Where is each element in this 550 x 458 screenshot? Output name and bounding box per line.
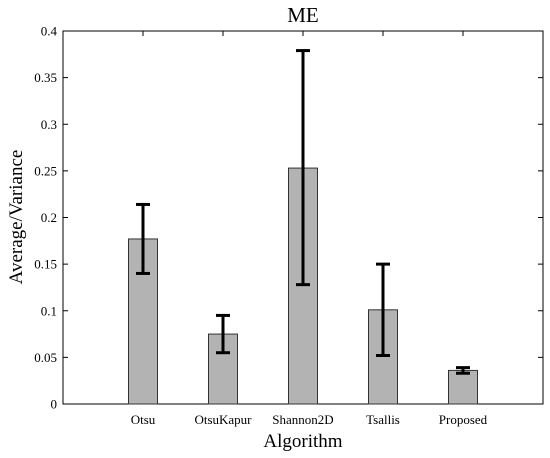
bar bbox=[448, 369, 478, 405]
y-axis: 0 0.05 0.1 0.15 0.2 0.25 0.3 0.35 0.4 bbox=[34, 24, 543, 412]
y-tick-label: 0 bbox=[51, 397, 58, 412]
y-axis-title: Average/Variance bbox=[6, 150, 27, 285]
x-tick-label: Tsallis bbox=[366, 412, 400, 427]
x-axis: Otsu OtsuKapur Shannon2D Tsallis Proposed bbox=[131, 31, 488, 427]
x-tick-label: Shannon2D bbox=[272, 412, 333, 427]
y-tick-label: 0.3 bbox=[41, 117, 57, 132]
y-tick-label: 0.15 bbox=[34, 257, 57, 272]
y-tick-label: 0.25 bbox=[34, 163, 57, 178]
y-tick-label: 0.35 bbox=[34, 70, 57, 85]
y-tick-label: 0.2 bbox=[41, 210, 57, 225]
y-tick-label: 0.1 bbox=[41, 303, 57, 318]
x-tick-label: OtsuKapur bbox=[194, 412, 252, 427]
x-axis-title: Algorithm bbox=[263, 431, 342, 452]
x-tick-label: Otsu bbox=[131, 412, 156, 427]
chart-title: ME bbox=[287, 3, 319, 27]
error-bars bbox=[136, 49, 470, 375]
x-tick-label: Proposed bbox=[439, 412, 488, 427]
y-tick-label: 0.4 bbox=[41, 24, 58, 39]
y-tick-label: 0.05 bbox=[34, 350, 57, 365]
